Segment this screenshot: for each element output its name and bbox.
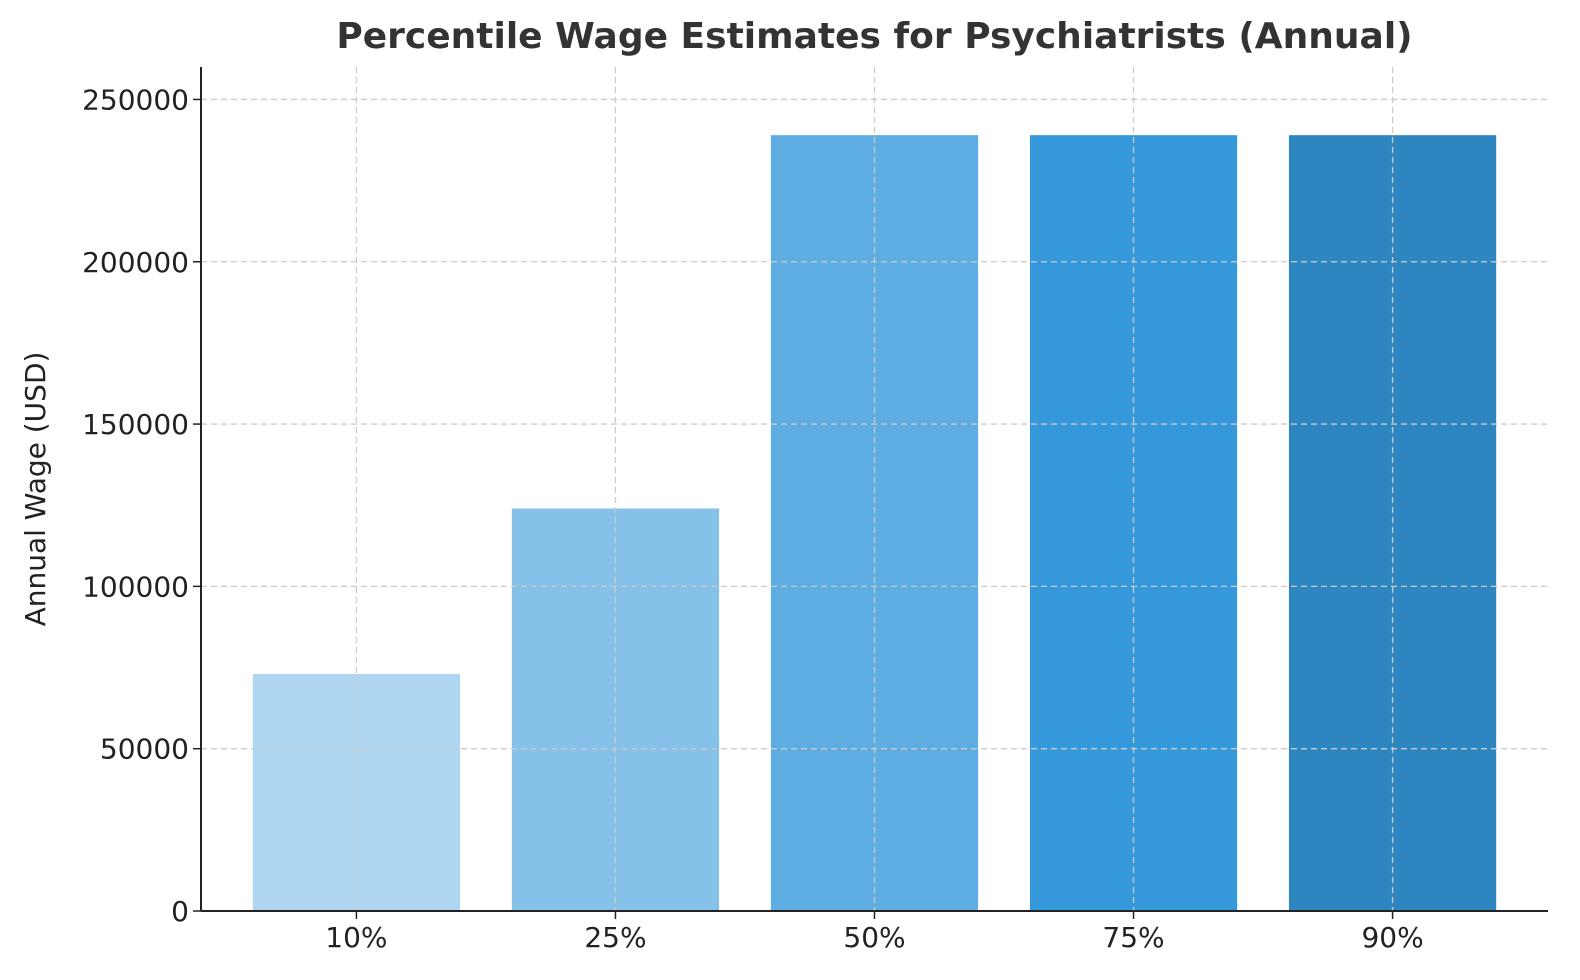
y-tick-label: 250000 <box>82 83 189 116</box>
bars <box>201 67 1548 911</box>
x-ticks: 10% 25% 50% 75% 90% <box>325 911 1424 954</box>
y-ticks: 0 50000 100000 150000 200000 250000 <box>82 83 201 928</box>
y-tick-label: 150000 <box>82 408 189 441</box>
x-tick-label: 75% <box>1102 921 1164 954</box>
chart-title: Percentile Wage Estimates for Psychiatri… <box>336 16 1412 57</box>
y-axis-label: Annual Wage (USD) <box>19 352 52 627</box>
y-tick-label: 100000 <box>82 570 189 603</box>
y-tick-label: 0 <box>171 895 189 928</box>
y-tick-label: 50000 <box>100 733 189 766</box>
x-tick-label: 10% <box>325 921 387 954</box>
x-tick-label: 25% <box>584 921 646 954</box>
x-tick-label: 50% <box>843 921 905 954</box>
x-tick-label: 90% <box>1361 921 1423 954</box>
y-tick-label: 200000 <box>82 246 189 279</box>
